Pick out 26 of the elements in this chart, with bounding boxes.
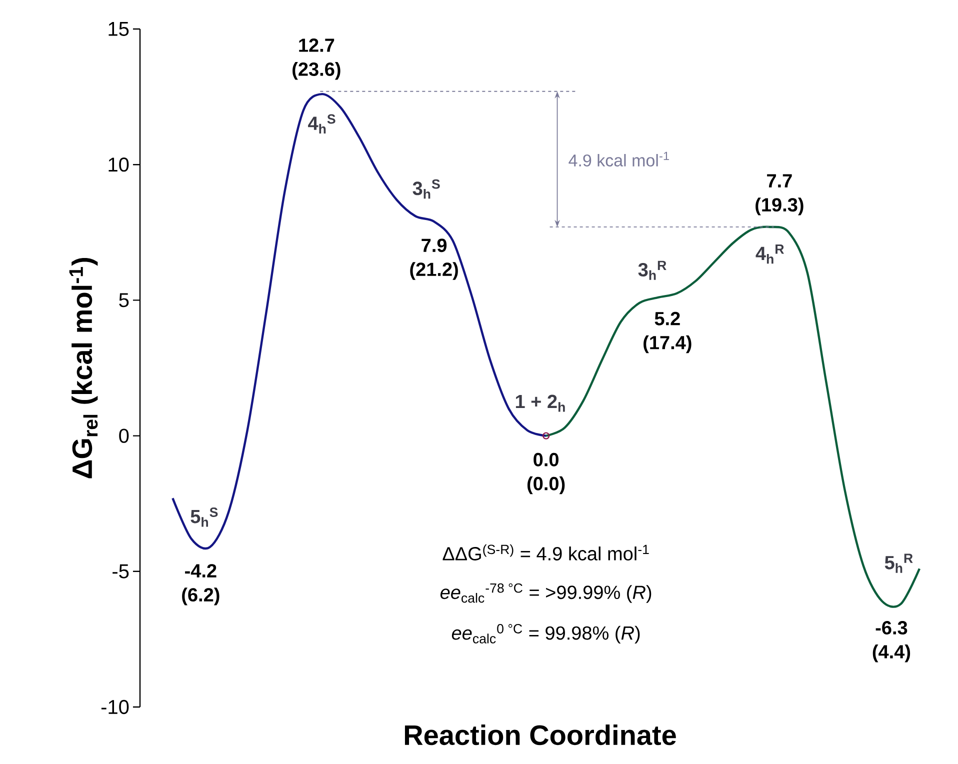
annotation: 0.0 (0.0) [527,452,565,494]
annotation: -4.2 (6.2) [182,564,220,606]
annotation: ee$_{calc}$$^{0 °C}$ = 99.98% (R) [452,624,640,644]
annotation: 5.2 (17.4) [644,312,692,354]
y-tick-label: -5 [112,564,129,578]
annotation: ΔΔG$^{(S-R)}$ = 4.9 kcal mol$^{-1}$ [442,544,649,560]
y-tick-label: 10 [108,158,129,172]
annotation: 4$_{h}$S [308,114,336,134]
y-axis-title: ΔG$_{rel}$ (kcal mol$^{-1}$) [69,258,98,478]
annotation: 7.9 (21.2) [410,238,458,280]
annotation: 3$_{h}$R [638,260,666,280]
annotation: 1 + 2$_{h}$ [516,394,565,412]
annotation: 12.7 (23.6) [292,38,340,80]
annotation: -6.3 (4.4) [872,621,910,662]
annotation: 4$_{h}$R [756,244,784,264]
x-axis-title: Reaction Coordinate [404,724,676,746]
annotation: 5$_{h}$R [884,554,913,573]
y-tick-label: 0 [119,428,129,443]
annotation: 5$_{h}$S [190,508,218,527]
annotation: 3$_{h}$S [412,179,440,199]
annotation: ee$_{calc}$$^{-78 °C}$ = >99.99% (R) [440,583,652,603]
y-tick-label: 5 [119,293,129,308]
y-tick-label: -10 [101,700,129,714]
annotation: 7.7 (19.3) [756,174,804,216]
y-tick-label: 15 [108,22,129,36]
annotation: 4.9 kcal mol$^{-1}$ [568,152,669,166]
